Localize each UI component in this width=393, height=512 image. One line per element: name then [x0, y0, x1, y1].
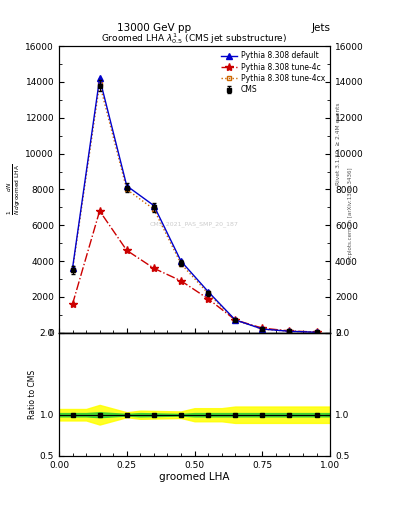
Pythia 8.308 default: [179, 258, 184, 264]
Pythia 8.308 tune-4cx: [314, 329, 319, 335]
Text: Jets: Jets: [311, 23, 330, 33]
Pythia 8.308 tune-4cx: [206, 290, 211, 296]
Pythia 8.308 tune-4c: [314, 329, 319, 335]
Y-axis label: Ratio to CMS: Ratio to CMS: [28, 370, 37, 419]
Pythia 8.308 tune-4cx: [287, 328, 292, 334]
Pythia 8.308 tune-4c: [125, 247, 129, 253]
Legend: Pythia 8.308 default, Pythia 8.308 tune-4c, Pythia 8.308 tune-4cx, CMS: Pythia 8.308 default, Pythia 8.308 tune-…: [219, 50, 326, 96]
Pythia 8.308 tune-4c: [152, 265, 156, 271]
X-axis label: groomed LHA: groomed LHA: [159, 472, 230, 482]
Pythia 8.308 tune-4c: [260, 325, 265, 331]
Pythia 8.308 default: [152, 202, 156, 209]
Y-axis label: $\frac{1}{N}\frac{dN}{d\mathrm{groomed\ LHA}}$: $\frac{1}{N}\frac{dN}{d\mathrm{groomed\ …: [6, 164, 22, 215]
Pythia 8.308 tune-4c: [206, 296, 211, 302]
Pythia 8.308 tune-4cx: [70, 267, 75, 273]
Line: Pythia 8.308 tune-4c: Pythia 8.308 tune-4c: [68, 207, 321, 336]
Line: Pythia 8.308 tune-4cx: Pythia 8.308 tune-4cx: [70, 81, 319, 335]
Pythia 8.308 tune-4cx: [97, 80, 102, 87]
Pythia 8.308 default: [70, 265, 75, 271]
Text: CMS_2021_PAS_SMP_20_187: CMS_2021_PAS_SMP_20_187: [150, 221, 239, 227]
Pythia 8.308 tune-4c: [287, 328, 292, 334]
Pythia 8.308 tune-4c: [179, 278, 184, 284]
Pythia 8.308 default: [287, 328, 292, 334]
Text: Rivet 3.1.10, ≥ 2.4M events: Rivet 3.1.10, ≥ 2.4M events: [336, 102, 341, 185]
Pythia 8.308 tune-4cx: [179, 261, 184, 267]
Pythia 8.308 default: [206, 289, 211, 295]
Pythia 8.308 default: [125, 183, 129, 189]
Pythia 8.308 default: [233, 317, 237, 323]
Pythia 8.308 tune-4cx: [260, 326, 265, 332]
Text: mcplots.cern.ch [arXiv:1306.3436]: mcplots.cern.ch [arXiv:1306.3436]: [348, 167, 353, 263]
Pythia 8.308 tune-4cx: [125, 186, 129, 193]
Pythia 8.308 tune-4cx: [152, 206, 156, 212]
Pythia 8.308 tune-4cx: [233, 317, 237, 323]
Text: 13000 GeV pp: 13000 GeV pp: [117, 23, 191, 33]
Pythia 8.308 tune-4c: [233, 317, 237, 323]
Line: Pythia 8.308 default: Pythia 8.308 default: [70, 75, 320, 335]
Pythia 8.308 default: [97, 75, 102, 81]
Pythia 8.308 tune-4c: [97, 208, 102, 214]
Pythia 8.308 tune-4c: [70, 301, 75, 307]
Pythia 8.308 default: [314, 329, 319, 335]
Title: Groomed LHA $\lambda^{1}_{0.5}$ (CMS jet substructure): Groomed LHA $\lambda^{1}_{0.5}$ (CMS jet…: [101, 31, 288, 46]
Pythia 8.308 default: [260, 326, 265, 332]
